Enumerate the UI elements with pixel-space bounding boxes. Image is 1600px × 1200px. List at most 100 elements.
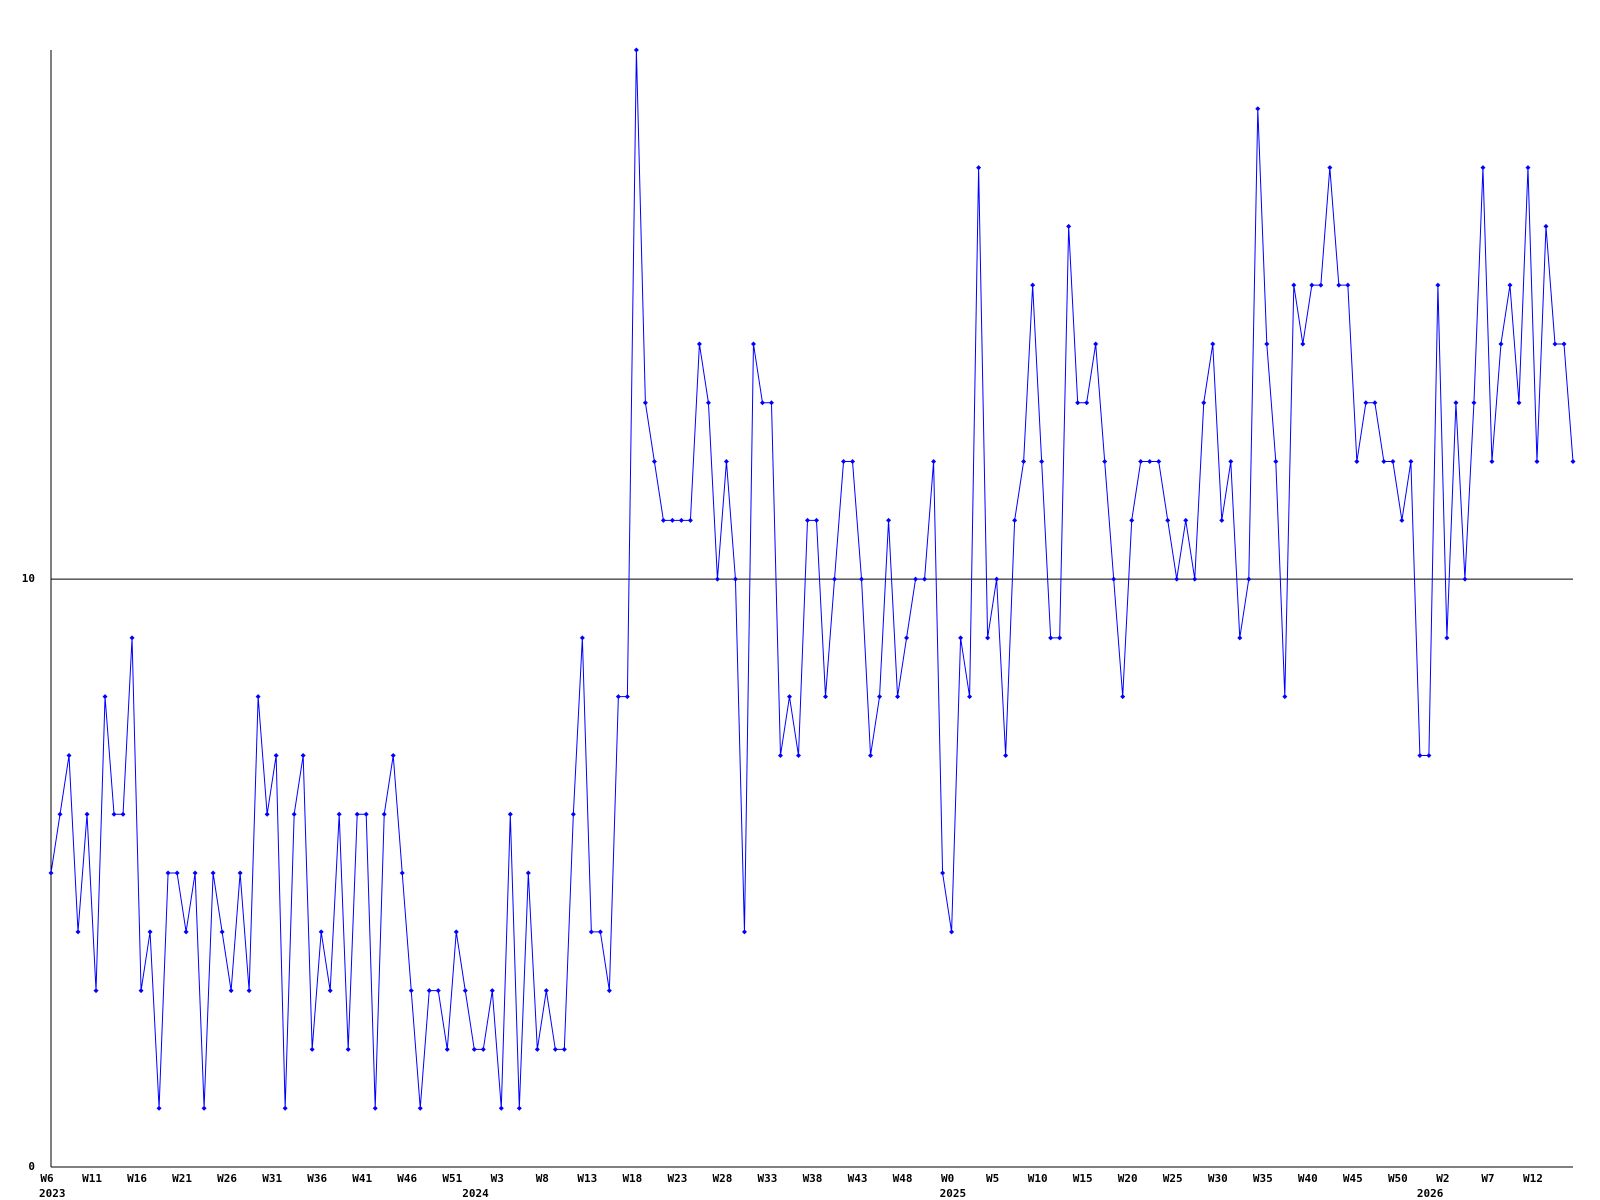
x-tick-label: W28 bbox=[713, 1172, 733, 1185]
data-point bbox=[1525, 165, 1531, 171]
x-tick-label: W48 bbox=[893, 1172, 913, 1185]
data-point bbox=[1300, 341, 1306, 347]
data-point bbox=[949, 929, 955, 935]
data-point bbox=[291, 811, 297, 817]
x-tick-label: W16 bbox=[127, 1172, 147, 1185]
data-point bbox=[147, 929, 153, 935]
data-point bbox=[615, 694, 621, 700]
data-point bbox=[1003, 752, 1009, 758]
data-point bbox=[1399, 517, 1405, 523]
data-point bbox=[255, 694, 261, 700]
data-point bbox=[624, 694, 630, 700]
data-point bbox=[129, 635, 135, 641]
data-point bbox=[895, 694, 901, 700]
x-tick-label: W43 bbox=[848, 1172, 868, 1185]
data-point bbox=[390, 752, 396, 758]
data-point bbox=[1462, 576, 1468, 582]
data-point bbox=[507, 811, 513, 817]
data-point bbox=[471, 1046, 477, 1052]
data-point bbox=[219, 929, 225, 935]
data-point bbox=[904, 635, 910, 641]
x-tick-label: W51 bbox=[442, 1172, 462, 1185]
data-point bbox=[480, 1046, 486, 1052]
data-point bbox=[201, 1105, 207, 1111]
data-point bbox=[327, 988, 333, 994]
x-tick-label: W30 bbox=[1208, 1172, 1228, 1185]
data-point bbox=[1111, 576, 1117, 582]
data-point bbox=[372, 1105, 378, 1111]
data-point bbox=[976, 165, 982, 171]
data-point bbox=[967, 694, 973, 700]
data-point bbox=[543, 988, 549, 994]
y-tick-label: 0 bbox=[28, 1160, 35, 1173]
data-point bbox=[588, 929, 594, 935]
data-point bbox=[1075, 400, 1081, 406]
data-point bbox=[597, 929, 603, 935]
x-tick-label: W23 bbox=[667, 1172, 687, 1185]
x-group-label: 2026 bbox=[1417, 1187, 1444, 1200]
data-point bbox=[886, 517, 892, 523]
data-point bbox=[561, 1046, 567, 1052]
data-point bbox=[868, 752, 874, 758]
data-point bbox=[435, 988, 441, 994]
data-point bbox=[381, 811, 387, 817]
data-point bbox=[426, 988, 432, 994]
x-tick-label: W0 bbox=[941, 1172, 954, 1185]
data-point bbox=[1291, 282, 1297, 288]
x-group-label: 2024 bbox=[462, 1187, 489, 1200]
data-point bbox=[102, 694, 108, 700]
data-point bbox=[282, 1105, 288, 1111]
data-point bbox=[832, 576, 838, 582]
x-tick-label: W10 bbox=[1028, 1172, 1048, 1185]
data-point bbox=[399, 870, 405, 876]
x-tick-label: W26 bbox=[217, 1172, 237, 1185]
x-tick-label: W20 bbox=[1118, 1172, 1138, 1185]
data-point bbox=[714, 576, 720, 582]
data-point bbox=[111, 811, 117, 817]
y-tick-label: 10 bbox=[22, 572, 35, 585]
data-point bbox=[1021, 459, 1027, 465]
data-point bbox=[633, 47, 639, 53]
data-point bbox=[913, 576, 919, 582]
x-tick-label: W18 bbox=[622, 1172, 642, 1185]
data-point bbox=[669, 517, 675, 523]
data-point bbox=[723, 459, 729, 465]
data-point bbox=[345, 1046, 351, 1052]
data-point bbox=[1543, 223, 1549, 229]
data-point bbox=[922, 576, 928, 582]
data-point bbox=[1480, 165, 1486, 171]
x-tick-label: W12 bbox=[1523, 1172, 1543, 1185]
data-point bbox=[525, 870, 531, 876]
x-tick-label: W46 bbox=[397, 1172, 417, 1185]
data-point bbox=[1336, 282, 1342, 288]
data-point bbox=[489, 988, 495, 994]
data-point bbox=[768, 400, 774, 406]
data-point bbox=[1093, 341, 1099, 347]
data-point bbox=[1489, 459, 1495, 465]
data-point bbox=[66, 752, 72, 758]
data-point bbox=[300, 752, 306, 758]
data-point bbox=[1318, 282, 1324, 288]
data-point bbox=[1273, 459, 1279, 465]
data-point bbox=[210, 870, 216, 876]
data-point bbox=[1147, 459, 1153, 465]
x-tick-label: W31 bbox=[262, 1172, 282, 1185]
data-point bbox=[841, 459, 847, 465]
data-point bbox=[318, 929, 324, 935]
data-point bbox=[1453, 400, 1459, 406]
data-point bbox=[1444, 635, 1450, 641]
data-point bbox=[579, 635, 585, 641]
data-point bbox=[850, 459, 856, 465]
x-tick-label: W13 bbox=[577, 1172, 597, 1185]
data-point bbox=[1048, 635, 1054, 641]
data-point bbox=[696, 341, 702, 347]
data-point bbox=[786, 694, 792, 700]
data-point bbox=[408, 988, 414, 994]
data-point bbox=[1201, 400, 1207, 406]
data-point bbox=[192, 870, 198, 876]
data-point bbox=[1516, 400, 1522, 406]
data-point bbox=[642, 400, 648, 406]
data-point bbox=[1228, 459, 1234, 465]
